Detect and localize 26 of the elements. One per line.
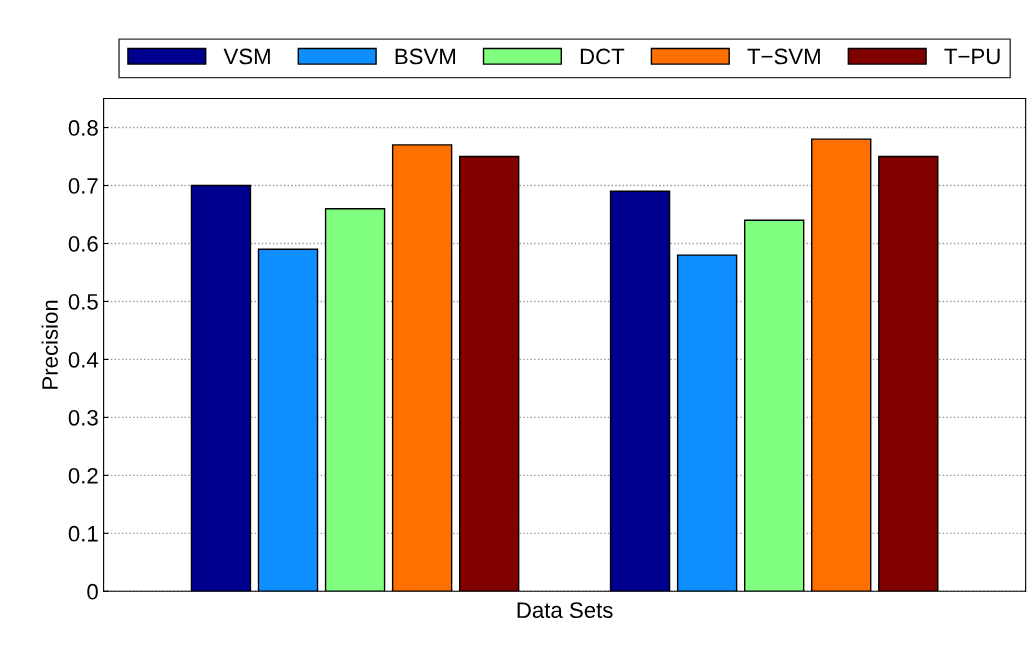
bar [743, 219, 805, 592]
bar [609, 190, 671, 592]
bar [324, 207, 386, 592]
bar [190, 184, 252, 592]
bar [458, 155, 520, 592]
bar [391, 144, 453, 592]
bar [676, 254, 738, 592]
bar [878, 155, 939, 592]
legend-label: VSM [223, 48, 270, 65]
bar [257, 248, 319, 592]
bar [811, 138, 872, 592]
y-tick-label: 0.7 [68, 178, 98, 194]
legend-label: T−PU [944, 48, 1000, 65]
y-tick-label: 0.1 [68, 525, 98, 542]
y-tick-label: 0.5 [68, 293, 98, 310]
x-axis-title: Data Sets [517, 602, 613, 619]
y-tick-label: 0.4 [68, 351, 99, 368]
legend-label: T−SVM [747, 48, 820, 65]
y-tick-label: 0.8 [68, 120, 98, 136]
y-axis-title: Precision [41, 300, 58, 389]
y-tick-label: 0.3 [68, 409, 98, 426]
y-tick-label: 0 [87, 583, 98, 600]
y-tick-label: 0.6 [68, 236, 98, 252]
legend-label: DCT [580, 48, 625, 65]
legend-label: BSVM [395, 48, 456, 65]
y-tick-label: 0.2 [68, 467, 98, 484]
